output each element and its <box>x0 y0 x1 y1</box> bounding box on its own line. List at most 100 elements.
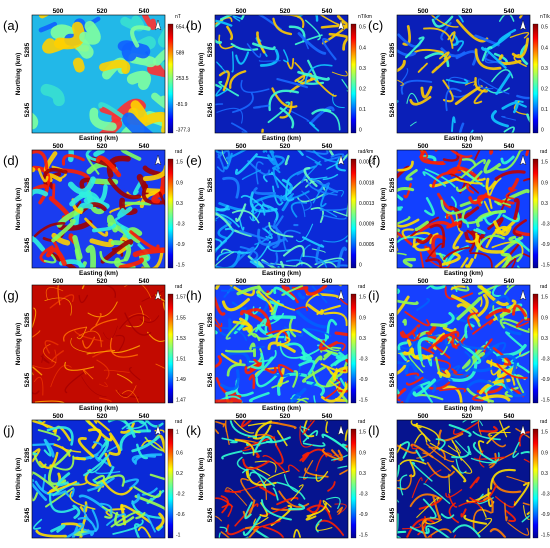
x-tick-label: 500 <box>236 413 247 420</box>
map-feature <box>315 523 333 531</box>
panel: (j) Easting (km) 500 520 540 Northing (km)528… <box>3 405 185 539</box>
map-feature <box>332 366 348 381</box>
colorbar-tick-label: 1.49 <box>176 377 186 383</box>
map-feature <box>450 154 463 177</box>
map-feature <box>411 461 433 482</box>
map-feature <box>297 292 306 300</box>
map-feature <box>472 508 492 531</box>
map-feature <box>262 203 279 223</box>
colorbar-tick-label: 0.2 <box>176 471 183 477</box>
map <box>32 15 165 133</box>
map-feature <box>47 466 67 486</box>
map-feature <box>416 442 441 459</box>
map-feature <box>306 502 328 517</box>
map-feature <box>425 525 451 538</box>
map-feature <box>327 481 336 492</box>
map-feature <box>496 314 522 336</box>
map-feature <box>139 253 151 268</box>
map-frame <box>396 14 531 134</box>
map-feature <box>320 24 348 29</box>
map-feature <box>399 474 408 496</box>
map-feature <box>416 297 431 311</box>
map-feature <box>305 328 332 337</box>
map-feature <box>253 358 277 374</box>
map-feature <box>275 328 302 343</box>
map-feature <box>433 358 451 372</box>
colorbar-tick-label: 0.5 <box>541 25 548 31</box>
map-feature <box>61 446 82 453</box>
map-feature <box>450 368 473 378</box>
colorbar-tick-label: 0.0009 <box>359 222 375 228</box>
map-feature <box>254 229 271 246</box>
map-feature <box>32 452 38 455</box>
map-feature <box>444 286 474 300</box>
map-feature <box>405 169 418 181</box>
map-feature <box>504 386 519 398</box>
map-feature <box>290 201 308 218</box>
map-feature <box>151 92 165 109</box>
panel-label: (d) <box>3 153 19 168</box>
map-feature <box>222 176 240 199</box>
map-feature <box>400 79 433 95</box>
colorbar-tick-label: -0.6 <box>176 512 185 518</box>
x-axis-label: Easting (km) <box>444 270 483 277</box>
x-tick-label: 520 <box>462 8 473 15</box>
map <box>397 285 530 403</box>
x-tick-label: 540 <box>139 8 150 15</box>
map-feature <box>485 177 497 191</box>
map-feature <box>95 313 102 326</box>
map-feature <box>232 15 243 22</box>
colorbar-tick-label: 0.3 <box>176 201 183 207</box>
colorbar-tick-label: -0.9 <box>541 377 550 383</box>
map-feature <box>397 349 405 354</box>
map-feature <box>129 366 141 381</box>
map-feature <box>461 158 477 166</box>
map-feature <box>319 207 348 211</box>
x-tick-label: 500 <box>418 143 429 150</box>
colorbar-tick-label: 0.9 <box>359 315 366 321</box>
map-feature <box>504 502 508 522</box>
map-feature <box>501 101 519 114</box>
map-feature <box>342 153 348 161</box>
map-feature <box>429 285 446 290</box>
map-feature <box>115 334 125 355</box>
map-feature <box>303 166 318 188</box>
map-feature <box>241 169 262 180</box>
map-feature <box>84 217 109 237</box>
map-feature <box>466 379 495 388</box>
map-feature <box>305 293 319 308</box>
x-tick-label: 540 <box>139 143 150 150</box>
map-frame <box>31 284 166 404</box>
map-feature <box>494 200 511 207</box>
panel: (k) Easting (km) 500 520 540 Northing (km)528… <box>186 405 368 539</box>
map-feature <box>474 34 500 47</box>
map-feature <box>336 506 344 515</box>
panel-label: (e) <box>186 153 202 168</box>
y-tick-label: 5285 <box>207 312 214 327</box>
north-arrow <box>337 424 345 436</box>
panel: (b) 500 520 540 Northing (km)5285 5245 nT/km 0.… <box>186 8 372 134</box>
y-tick-label: 5245 <box>24 372 31 387</box>
map-feature <box>99 59 131 74</box>
map-feature <box>402 257 417 268</box>
map-feature <box>486 425 510 445</box>
north-arrow <box>154 289 162 301</box>
map-feature <box>516 94 530 100</box>
map-feature <box>492 347 512 366</box>
map-feature <box>234 439 255 456</box>
colorbar-tick-label: 0.9 <box>176 180 183 186</box>
map-feature <box>51 350 64 363</box>
colorbar-tick-label: -1.5 <box>176 263 185 269</box>
map-feature <box>32 478 48 501</box>
map-feature <box>141 15 157 30</box>
map-feature <box>155 512 165 530</box>
map-feature <box>456 303 480 323</box>
map-feature <box>215 323 222 332</box>
colorbar-tick-label: -0.9 <box>541 512 550 518</box>
map-feature <box>505 188 517 200</box>
map-feature <box>298 359 316 376</box>
map-feature <box>401 228 414 239</box>
map-feature <box>63 522 84 538</box>
map-feature <box>229 420 257 438</box>
map-feature <box>311 108 332 115</box>
